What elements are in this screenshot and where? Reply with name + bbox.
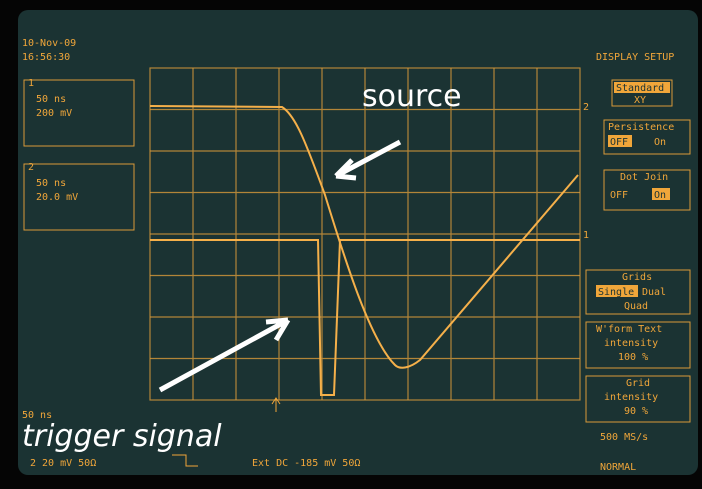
menu-option: OFF bbox=[610, 137, 628, 148]
menu-box bbox=[611, 79, 673, 107]
menu-option: Quad bbox=[624, 301, 648, 312]
highlight bbox=[614, 82, 670, 93]
menu-option: XY bbox=[634, 95, 646, 106]
date: 10-Nov-09 bbox=[22, 38, 76, 49]
menu-option: Dual bbox=[642, 287, 666, 298]
menu-label: Dot Join bbox=[620, 172, 668, 183]
ch-timebase: 50 ns bbox=[36, 178, 66, 189]
trace-marker: 1 bbox=[583, 230, 589, 241]
trigger-position bbox=[271, 397, 281, 412]
footer-timebase: 50 ns bbox=[22, 410, 52, 421]
highlight bbox=[652, 188, 670, 200]
ch-scale: 20.0 mV bbox=[36, 192, 78, 203]
arrow bbox=[334, 139, 402, 181]
menu-box bbox=[585, 321, 691, 369]
menu-value: 100 % bbox=[618, 352, 648, 363]
menu-label: Persistence bbox=[608, 122, 674, 133]
menu-label: intensity bbox=[604, 392, 658, 403]
ch-scale: 200 mV bbox=[36, 108, 72, 119]
menu-label: W'form Text bbox=[596, 324, 662, 335]
ch1-box bbox=[23, 79, 135, 147]
ch-number: 2 bbox=[28, 162, 34, 173]
footer-ch2: 2 20 mV 50Ω bbox=[30, 458, 96, 469]
grid-lines bbox=[150, 68, 580, 400]
grid bbox=[149, 67, 581, 401]
menu-option: Standard bbox=[616, 83, 664, 94]
annotation: trigger signal bbox=[22, 419, 222, 454]
trace-marker: 2 bbox=[583, 102, 589, 113]
trigger-icon bbox=[172, 454, 198, 467]
highlight bbox=[608, 135, 632, 147]
menu-label: Grid bbox=[626, 378, 650, 389]
footer-trigger: Ext DC -185 mV 50Ω bbox=[252, 458, 360, 469]
menu-value: 90 % bbox=[624, 406, 648, 417]
ch2-box bbox=[23, 163, 135, 231]
source-trace bbox=[149, 105, 579, 369]
menu-title: DISPLAY SETUP bbox=[596, 52, 674, 63]
time: 16:56:30 bbox=[22, 52, 70, 63]
menu-label: intensity bbox=[604, 338, 658, 349]
menu-box bbox=[585, 269, 691, 315]
footer-rate: 500 MS/s bbox=[600, 432, 648, 443]
menu-option: OFF bbox=[610, 190, 628, 201]
trigger-trace bbox=[150, 239, 580, 396]
annotation: source bbox=[362, 79, 462, 114]
footer-mode: NORMAL bbox=[600, 462, 636, 473]
ch-number: 1 bbox=[28, 78, 34, 89]
menu-label: Grids bbox=[622, 272, 652, 283]
menu-option: Single bbox=[598, 287, 634, 298]
arrow bbox=[158, 317, 291, 393]
menu-option: On bbox=[654, 190, 666, 201]
menu-option: On bbox=[654, 137, 666, 148]
highlight bbox=[596, 285, 638, 297]
menu-box bbox=[585, 375, 691, 423]
menu-box bbox=[603, 119, 691, 155]
menu-box bbox=[603, 169, 691, 211]
ch-timebase: 50 ns bbox=[36, 94, 66, 105]
